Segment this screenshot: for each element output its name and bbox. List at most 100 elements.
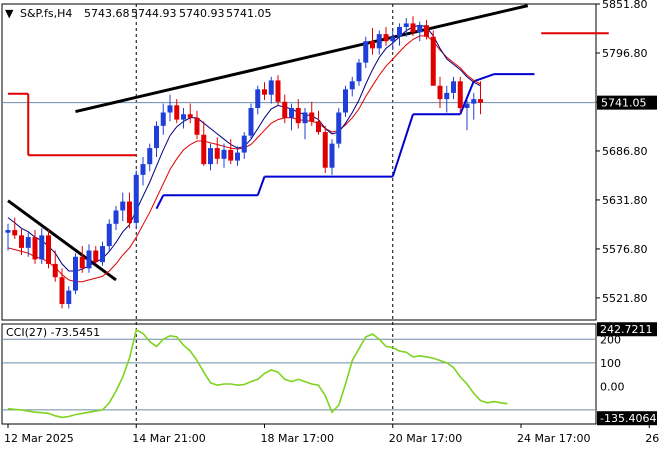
candle (100, 241, 105, 266)
candle (208, 143, 213, 171)
candle-body (52, 263, 58, 278)
candle (451, 76, 456, 100)
x-tick-label: 12 Mar 2025 (4, 432, 74, 445)
collapse-arrow-icon[interactable]: ▼ (5, 7, 14, 20)
candle-body (464, 103, 470, 109)
candle-body (208, 148, 213, 165)
price-y-tick-label: 5851.80 (602, 0, 648, 11)
candle-body (262, 89, 267, 95)
candle (289, 103, 294, 131)
candle (113, 205, 119, 231)
candle (383, 26, 389, 46)
candle (397, 23, 402, 46)
price-frame (1, 3, 597, 321)
candle (268, 76, 274, 104)
candle (167, 94, 173, 122)
candle-body (201, 134, 207, 165)
candle (181, 108, 186, 129)
candle-body (376, 34, 382, 49)
candle-body (241, 135, 247, 153)
candle-body (424, 25, 429, 37)
x-tick-label: 20 Mar 17:00 (389, 432, 462, 445)
candle-body (397, 26, 402, 37)
candle-body (214, 148, 220, 159)
current-price-label: 5741.05 (601, 97, 647, 110)
candle (5, 223, 11, 251)
candle-body (275, 80, 281, 102)
candle (39, 228, 45, 264)
candle-body (457, 81, 463, 109)
price-y-tick-label: 5631.80 (602, 194, 648, 207)
candle (79, 246, 85, 273)
candle-body (167, 105, 173, 113)
trendline (75, 4, 529, 114)
candle (430, 30, 436, 86)
candle (127, 192, 132, 229)
candle-body (187, 114, 193, 118)
candle-body (46, 235, 51, 264)
candle (316, 110, 321, 135)
candle-body (106, 223, 112, 247)
candle-body (39, 235, 45, 260)
x-tick-label: 18 Mar 17:00 (261, 432, 334, 445)
cci-indicator-label: CCI(27) -73.5451 (6, 326, 100, 339)
candle-body (79, 256, 85, 269)
x-axis: 12 Mar 2025 14 Mar 21:00 18 Mar 17:00 20 Ma… (4, 424, 660, 445)
candle-body (248, 108, 254, 136)
candle (214, 137, 220, 165)
candle (221, 143, 227, 168)
candle (343, 85, 348, 117)
candle-body (5, 230, 11, 233)
x-tick-label: 14 Mar 21:00 (132, 432, 205, 445)
candle-body (133, 174, 139, 223)
candle (437, 76, 443, 109)
candle (73, 253, 78, 295)
candle (174, 99, 180, 124)
candle (356, 59, 362, 86)
candle-body (444, 92, 450, 100)
candle-body (66, 290, 72, 304)
cci-line (7, 328, 508, 419)
low-value: 5740.93 (179, 7, 225, 20)
candle (457, 76, 463, 113)
candle (329, 139, 335, 175)
candle (410, 16, 416, 36)
cci-y-tick-label: 200 (600, 333, 621, 346)
candle (309, 101, 315, 126)
x-tick-label: 24 Mar 17:00 (517, 432, 590, 445)
cci-y-tick-label: 0.00 (600, 380, 625, 393)
candle-body (25, 237, 31, 248)
candle (25, 232, 31, 257)
candle (187, 103, 193, 124)
cci-y-tick-label: 242.7211 (600, 323, 653, 336)
candle-body (309, 112, 315, 122)
candle (19, 228, 24, 255)
candle (235, 146, 240, 166)
candle (52, 250, 58, 282)
candle (248, 103, 254, 140)
candle (140, 157, 146, 186)
price-y-tick-label: 5521.80 (602, 292, 648, 305)
candle (120, 192, 126, 222)
candle-body (478, 99, 483, 103)
candle (295, 99, 301, 129)
open-value: 5743.68 (84, 7, 130, 20)
candle (241, 132, 247, 159)
candle (424, 19, 429, 40)
cci-frame (1, 323, 597, 425)
candle-body (282, 101, 288, 118)
stop-line-segment (256, 176, 266, 196)
candle (262, 82, 267, 101)
candle-body (174, 105, 180, 120)
candle (390, 30, 396, 51)
candle-body (160, 112, 166, 126)
candle (255, 85, 261, 115)
candle-body (113, 210, 119, 224)
symbol-label: S&P.fs,H4 (20, 7, 72, 20)
candle-body (343, 89, 348, 113)
stop-line-segment (155, 194, 165, 210)
candle-body (228, 149, 234, 161)
candle-body (390, 36, 396, 42)
candle-body (437, 85, 443, 100)
